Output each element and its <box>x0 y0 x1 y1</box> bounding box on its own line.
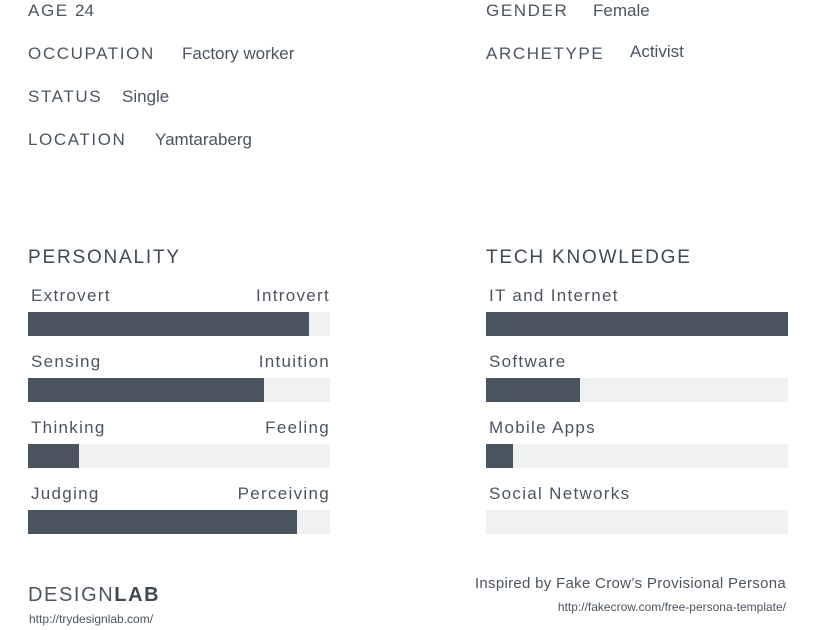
location-value: Yamtaraberg <box>155 130 253 149</box>
location-label: LOCATION <box>28 130 127 149</box>
status-label: STATUS <box>28 87 103 106</box>
logo-text-bold: LAB <box>114 584 161 606</box>
tech-bar-track <box>486 312 788 336</box>
personality-bar-track <box>28 444 330 468</box>
designlab-logo: DESIGNLAB <box>28 584 160 607</box>
scale-right-label: Perceiving <box>237 484 330 503</box>
scale-right-label: Introvert <box>255 286 330 305</box>
occupation-label: OCCUPATION <box>28 44 155 63</box>
tech-bar-track <box>486 444 788 468</box>
personality-title: PERSONALITY <box>28 247 181 268</box>
archetype-value: Activist <box>630 42 684 61</box>
credit-url-link[interactable]: http://fakecrow.com/free-persona-templat… <box>557 600 786 614</box>
credit-text: Inspired by Fake Crow’s Provisional Pers… <box>474 575 786 592</box>
scale-right-label: Intuition <box>258 352 330 371</box>
age-value: 24 <box>75 1 94 20</box>
scale-left-label: Thinking <box>31 418 106 437</box>
scale-left-label: Sensing <box>31 352 102 371</box>
personality-bar-fill <box>28 510 297 534</box>
tech-bar-fill <box>486 444 514 468</box>
personality-bar-track <box>28 378 330 402</box>
tech-bar-track <box>486 510 788 534</box>
personality-bar-track <box>28 510 330 534</box>
age-label: AGE <box>28 1 69 20</box>
personality-bar-fill <box>28 444 80 468</box>
designlab-url-link[interactable]: http://trydesignlab.com/ <box>29 612 154 626</box>
personality-bar-fill <box>28 312 309 336</box>
logo-text-light: DESIGN <box>28 584 115 606</box>
gender-value: Female <box>593 1 650 20</box>
scale-left-label: Judging <box>31 484 100 503</box>
tech-bar-fill <box>486 378 580 402</box>
tech-skill-label: Software <box>489 352 567 371</box>
status-value: Single <box>122 87 170 106</box>
scale-left-label: Extrovert <box>31 286 111 305</box>
personality-bar-track <box>28 312 330 336</box>
tech-skill-label: Mobile Apps <box>489 418 596 437</box>
tech-bar-fill <box>486 312 788 336</box>
tech-bar-track <box>486 378 788 402</box>
archetype-label: ARCHETYPE <box>486 44 605 63</box>
scale-right-label: Feeling <box>265 418 330 437</box>
occupation-value: Factory worker <box>182 44 295 63</box>
gender-label: GENDER <box>486 1 569 20</box>
tech-skill-label: Social Networks <box>489 484 631 503</box>
tech-knowledge-title: TECH KNOWLEDGE <box>486 247 692 268</box>
tech-skill-label: IT and Internet <box>489 286 619 305</box>
personality-bar-fill <box>28 378 264 402</box>
